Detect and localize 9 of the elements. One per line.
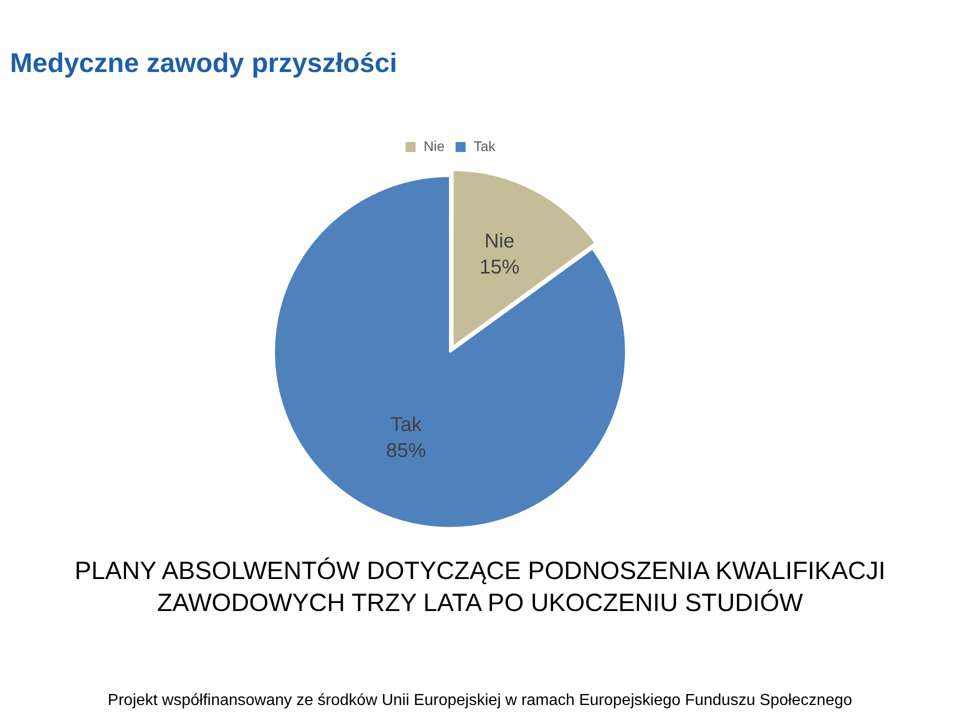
slice-label: Nie — [484, 230, 515, 252]
data-label: 85% — [386, 440, 426, 462]
chart-title: Medyczne zawody przyszłości — [10, 48, 398, 79]
text: PLANY ABSOLWENTÓW DOTYCZĄCE PODNOSZENIA KWALIFIKACJI ZAWODOWYCH TRZY LATA PO UKOCZENIU STUDIÓW — [74, 556, 886, 619]
data-label: 15% — [480, 256, 520, 278]
legend-label: Nie — [424, 138, 445, 154]
text: Projekt współfinansowany ze środków Unii Europejskiej w ramach Europejskiego Funduszu Społecznego — [106, 692, 854, 710]
legend-label: Tak — [474, 138, 496, 154]
slice-label: Tak — [390, 414, 423, 436]
